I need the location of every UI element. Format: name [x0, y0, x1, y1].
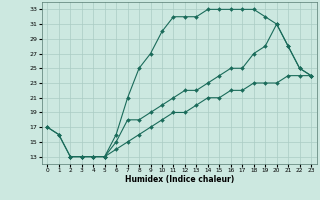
X-axis label: Humidex (Indice chaleur): Humidex (Indice chaleur) [124, 175, 234, 184]
